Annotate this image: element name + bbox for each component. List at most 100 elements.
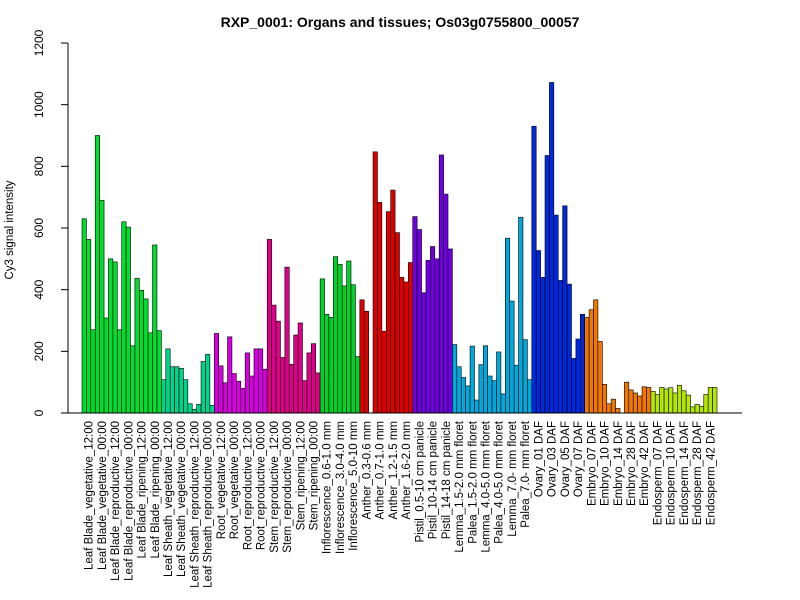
bar bbox=[438, 154, 444, 414]
bar bbox=[522, 339, 528, 414]
bar bbox=[293, 334, 299, 414]
bar bbox=[641, 386, 647, 414]
bar bbox=[672, 392, 678, 414]
bar bbox=[205, 354, 211, 414]
bar bbox=[425, 260, 431, 414]
bar bbox=[156, 330, 162, 414]
x-tick-label: Anther_1.2-1.5 mm bbox=[388, 421, 400, 519]
bar bbox=[333, 256, 339, 414]
bars bbox=[81, 82, 718, 414]
bar bbox=[566, 283, 572, 414]
bar bbox=[372, 151, 378, 414]
y-tick-label: 400 bbox=[32, 279, 46, 299]
bar bbox=[562, 205, 568, 414]
bar bbox=[302, 380, 308, 414]
x-tick-label: Palea_1.5-2.0 mm floret bbox=[467, 420, 479, 544]
bar bbox=[527, 379, 533, 414]
bar bbox=[108, 258, 114, 414]
bar bbox=[712, 387, 718, 414]
bar bbox=[588, 309, 594, 414]
bar bbox=[183, 379, 189, 414]
x-tick-label: Anther_1.6-2.0 mm bbox=[401, 421, 413, 519]
bar bbox=[434, 258, 440, 414]
x-tick-label: Leaf Blade_vegetative_12:00 bbox=[84, 421, 96, 570]
y-tick-label: 1200 bbox=[32, 29, 46, 56]
x-tick-label: Ovary_01 DAF bbox=[533, 421, 545, 497]
x-axis-labels: Leaf Blade_vegetative_12:00 Leaf Blade_ve… bbox=[84, 420, 718, 588]
bar bbox=[699, 405, 705, 414]
bar bbox=[535, 250, 541, 414]
bar bbox=[161, 379, 167, 414]
bar bbox=[685, 394, 691, 414]
bar bbox=[707, 387, 713, 414]
bar bbox=[319, 278, 325, 414]
y-axis-label: Cy3 signal intensity bbox=[4, 180, 16, 279]
bar bbox=[275, 320, 281, 414]
x-tick-label: Stem_ripening_00:00 bbox=[309, 421, 321, 530]
bar bbox=[518, 216, 524, 414]
bar bbox=[328, 317, 334, 414]
bar bbox=[130, 345, 136, 414]
bar bbox=[103, 317, 109, 414]
x-tick-label: Anther_0.7-1.0 mm bbox=[375, 421, 387, 519]
bar bbox=[659, 387, 665, 414]
bar bbox=[187, 403, 193, 414]
bar bbox=[178, 367, 184, 414]
bar bbox=[399, 277, 405, 414]
bar bbox=[540, 277, 546, 414]
bar bbox=[615, 408, 621, 414]
bar bbox=[266, 239, 272, 414]
y-axis: 0 200 400 600 800 1000 1200 bbox=[32, 29, 69, 416]
x-tick-label: Leaf Blade_reproductive_12:00 bbox=[110, 421, 122, 581]
x-tick-label: Inflorescence_3.0-4.0 mm bbox=[335, 421, 347, 554]
bar bbox=[452, 344, 458, 414]
x-tick-label: Ovary_03 DAF bbox=[547, 421, 559, 497]
x-tick-label: Stem_reproductive_12:00 bbox=[269, 421, 281, 553]
bar bbox=[121, 221, 127, 414]
bar bbox=[280, 357, 286, 414]
y-tick-label: 200 bbox=[32, 341, 46, 361]
bar bbox=[81, 218, 87, 414]
bar bbox=[346, 260, 352, 414]
bar bbox=[112, 261, 118, 414]
x-tick-label: Stem_ripening_12:00 bbox=[295, 421, 307, 530]
x-tick-label: Inflorescence_5.0-10 mm bbox=[348, 421, 360, 551]
x-tick-label: Anther_0.3-0.6 mm bbox=[361, 421, 373, 519]
x-tick-label: Inflorescence_0.6-1.0 mm bbox=[322, 421, 334, 554]
bar bbox=[218, 365, 224, 414]
bar bbox=[421, 292, 427, 414]
bar bbox=[337, 264, 343, 414]
bar bbox=[509, 300, 515, 414]
bar bbox=[628, 389, 634, 414]
bar bbox=[654, 394, 660, 414]
bar bbox=[147, 332, 153, 414]
x-tick-label: Embryo_28 DAF bbox=[626, 421, 638, 506]
bar bbox=[703, 394, 709, 414]
x-tick-label: Embryo_42 DAF bbox=[639, 421, 651, 506]
bar bbox=[191, 408, 197, 414]
x-tick-label: Endosperm_14 DAF bbox=[679, 421, 691, 525]
bar bbox=[196, 404, 202, 414]
bar bbox=[125, 226, 131, 414]
bar bbox=[165, 348, 171, 414]
x-tick-label: Ovary_07 DAF bbox=[573, 421, 585, 497]
bar bbox=[597, 341, 603, 414]
bar bbox=[531, 125, 537, 414]
bar bbox=[403, 281, 409, 414]
x-tick-label: Lemma_4.0-5.0 mm floret bbox=[480, 420, 492, 552]
bar bbox=[668, 387, 674, 414]
bar bbox=[416, 229, 422, 414]
bar bbox=[174, 366, 180, 414]
bar bbox=[152, 244, 158, 414]
bar bbox=[311, 343, 317, 414]
y-tick-label: 600 bbox=[32, 218, 46, 238]
bar bbox=[390, 189, 396, 414]
bar bbox=[99, 199, 105, 414]
x-tick-label: Root_reproductive_12:00 bbox=[242, 421, 254, 550]
bar bbox=[575, 338, 581, 414]
bar bbox=[650, 391, 656, 414]
x-tick-label: Leaf Sheath_reproductive_00:00 bbox=[203, 421, 215, 588]
bar bbox=[350, 284, 356, 414]
bar bbox=[593, 299, 599, 414]
x-tick-label: Root_vegetative_12:00 bbox=[216, 421, 228, 539]
